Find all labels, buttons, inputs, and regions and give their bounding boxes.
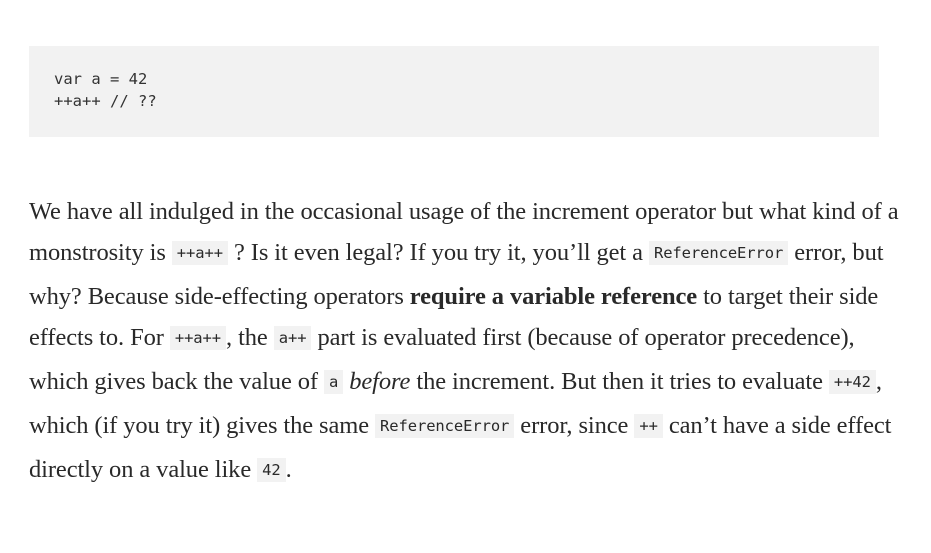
- paragraph-text: We have all indulged in the occasional u…: [29, 198, 899, 266]
- paragraph-text: error, but why? Because side-effecting o…: [29, 239, 884, 310]
- inline-code: 42: [257, 458, 286, 482]
- inline-code: ++a++: [169, 326, 227, 350]
- paragraph-text: the increment. But then it tries to eval…: [410, 368, 829, 395]
- paragraph-text: can’t have a side effect directly on a v…: [29, 412, 892, 483]
- paragraph-text: error, since: [514, 412, 635, 439]
- paragraph-text: , the: [226, 324, 274, 351]
- inline-code: a: [323, 370, 344, 394]
- paragraph-text: part is evaluated first (because of oper…: [29, 324, 855, 395]
- article-paragraph: We have all indulged in the occasional u…: [29, 191, 899, 493]
- inline-code: a++: [273, 326, 312, 350]
- paragraph-text: to target their side effects to. For: [29, 283, 879, 351]
- code-line: var a = 42: [54, 70, 148, 88]
- inline-code: ++42: [828, 370, 876, 394]
- italic-word: before: [349, 368, 411, 395]
- paragraph-text: ? Is it even legal? If you try it, you’l…: [227, 239, 649, 266]
- code-line: ++a++ // ??: [54, 92, 157, 110]
- inline-code: ++a++: [171, 241, 228, 265]
- paragraph-text: , which (if you try it) gives the same: [29, 368, 882, 439]
- paragraph-text: .: [285, 456, 292, 483]
- inline-code: ReferenceError: [375, 414, 515, 438]
- inline-code: ++: [634, 414, 663, 438]
- inline-code: ReferenceError: [648, 241, 789, 265]
- code-block: var a = 42 ++a++ // ??: [29, 46, 879, 137]
- bold-phrase: require a variable reference: [409, 283, 698, 310]
